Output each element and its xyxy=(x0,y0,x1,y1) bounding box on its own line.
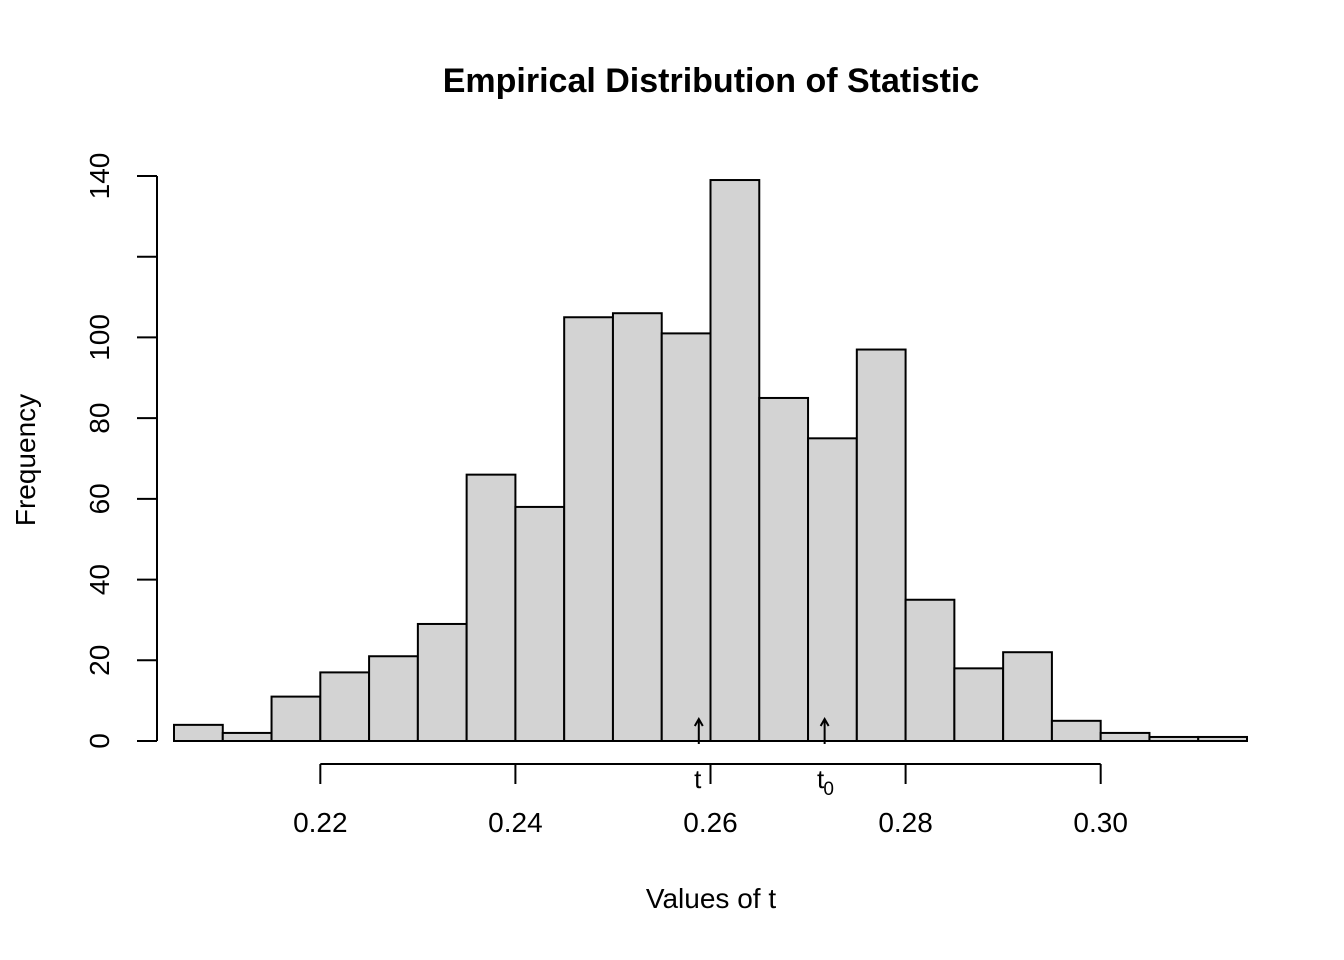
histogram-bar xyxy=(953,667,1005,742)
histogram-bar xyxy=(1002,651,1053,743)
y-axis-label: Frequency xyxy=(10,394,41,526)
histogram-bar xyxy=(173,723,224,742)
x-tick-label: 0.22 xyxy=(293,807,348,838)
y-tick-label: 80 xyxy=(84,403,115,434)
y-tick-label: 60 xyxy=(84,483,115,514)
bars-group xyxy=(173,179,1249,743)
histogram-bar xyxy=(758,396,810,742)
marker-label: t xyxy=(694,764,702,794)
marker-arrow-head xyxy=(693,716,704,727)
y-axis: 0 20 40 60 80 100 140 xyxy=(84,153,158,749)
marker-label: t xyxy=(817,764,825,794)
x-tick-label: 0.28 xyxy=(878,807,933,838)
y-tick-label: 140 xyxy=(84,153,115,200)
y-tick-label: 100 xyxy=(84,314,115,361)
x-axis: 0.22 0.24 0.26 0.28 0.30 xyxy=(293,763,1128,838)
histogram-bar xyxy=(514,505,566,742)
histogram-bar xyxy=(368,655,419,742)
x-tick-label: 0.26 xyxy=(683,807,738,838)
histogram-bar xyxy=(1099,731,1151,743)
histogram-bar xyxy=(221,731,273,743)
histogram-bar xyxy=(465,473,517,742)
histogram-bar xyxy=(807,437,858,742)
histogram-bar xyxy=(904,598,956,742)
histogram-bar xyxy=(416,622,468,743)
y-tick-label: 0 xyxy=(84,733,115,749)
x-tick-label: 0.30 xyxy=(1073,807,1128,838)
marker-arrow-head xyxy=(819,716,830,727)
y-tick-label: 20 xyxy=(84,645,115,676)
histogram-bar xyxy=(563,316,614,742)
marker: t xyxy=(693,716,704,794)
histogram-bar xyxy=(319,671,371,743)
histogram-bar xyxy=(1050,719,1102,742)
histogram-bar xyxy=(611,312,663,742)
x-tick-label: 0.24 xyxy=(488,807,543,838)
histogram-bar xyxy=(660,332,712,742)
histogram-bar xyxy=(270,695,322,742)
histogram-bar xyxy=(855,348,907,742)
chart-title: Empirical Distribution of Statistic xyxy=(443,62,980,100)
histogram-bar xyxy=(709,179,761,743)
y-tick-label: 40 xyxy=(84,564,115,595)
x-axis-label: Values of t xyxy=(646,883,776,914)
marker-subscript: 0 xyxy=(823,779,834,800)
